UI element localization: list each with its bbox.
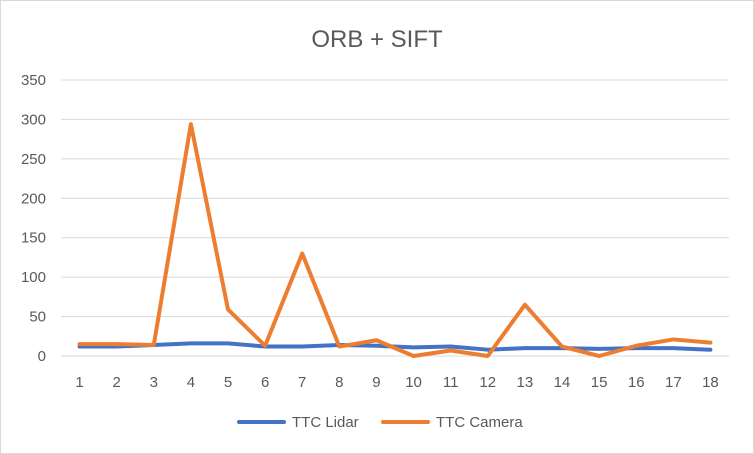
x-tick-label: 11 (443, 374, 459, 391)
x-tick-label: 15 (591, 374, 608, 391)
legend-label: TTC Lidar (292, 414, 359, 431)
y-tick-label: 50 (29, 309, 46, 326)
x-tick-label: 10 (405, 374, 422, 391)
x-axis-ticks: 1 2 3 4 5 6 7 8 9 10 11 12 13 14 15 16 17 18 (75, 374, 718, 391)
x-tick-label: 9 (372, 374, 380, 391)
gridlines (61, 79, 729, 357)
x-tick-label: 14 (554, 374, 571, 391)
x-tick-label: 7 (298, 374, 306, 391)
y-tick-label: 200 (21, 190, 46, 207)
x-tick-label: 4 (187, 374, 195, 391)
legend-label: TTC Camera (436, 414, 523, 431)
x-tick-label: 18 (702, 374, 719, 391)
x-tick-label: 12 (479, 374, 496, 391)
y-tick-label: 100 (21, 269, 46, 286)
x-tick-label: 16 (628, 374, 645, 391)
y-tick-label: 0 (38, 348, 46, 365)
x-tick-label: 3 (150, 374, 158, 391)
y-tick-label: 350 (21, 72, 46, 89)
x-tick-label: 2 (112, 374, 120, 391)
legend-item: TTC Lidar (237, 414, 359, 431)
series-1 (77, 122, 713, 358)
legend-item: TTC Camera (381, 414, 523, 431)
x-tick-label: 13 (517, 374, 534, 391)
legend: TTC Lidar TTC Camera (237, 414, 523, 431)
x-tick-label: 1 (75, 374, 83, 391)
y-tick-label: 300 (21, 111, 46, 128)
x-tick-label: 6 (261, 374, 269, 391)
y-axis-ticks: 0 50 100 150 200 250 300 350 (21, 72, 46, 365)
x-tick-label: 17 (665, 374, 682, 391)
series-line (77, 122, 713, 358)
y-tick-label: 250 (21, 151, 46, 168)
x-tick-label: 8 (335, 374, 343, 391)
chart-title: ORB + SIFT (311, 26, 443, 53)
y-tick-label: 150 (21, 230, 46, 247)
x-tick-label: 5 (224, 374, 232, 391)
series-lines (77, 122, 713, 358)
